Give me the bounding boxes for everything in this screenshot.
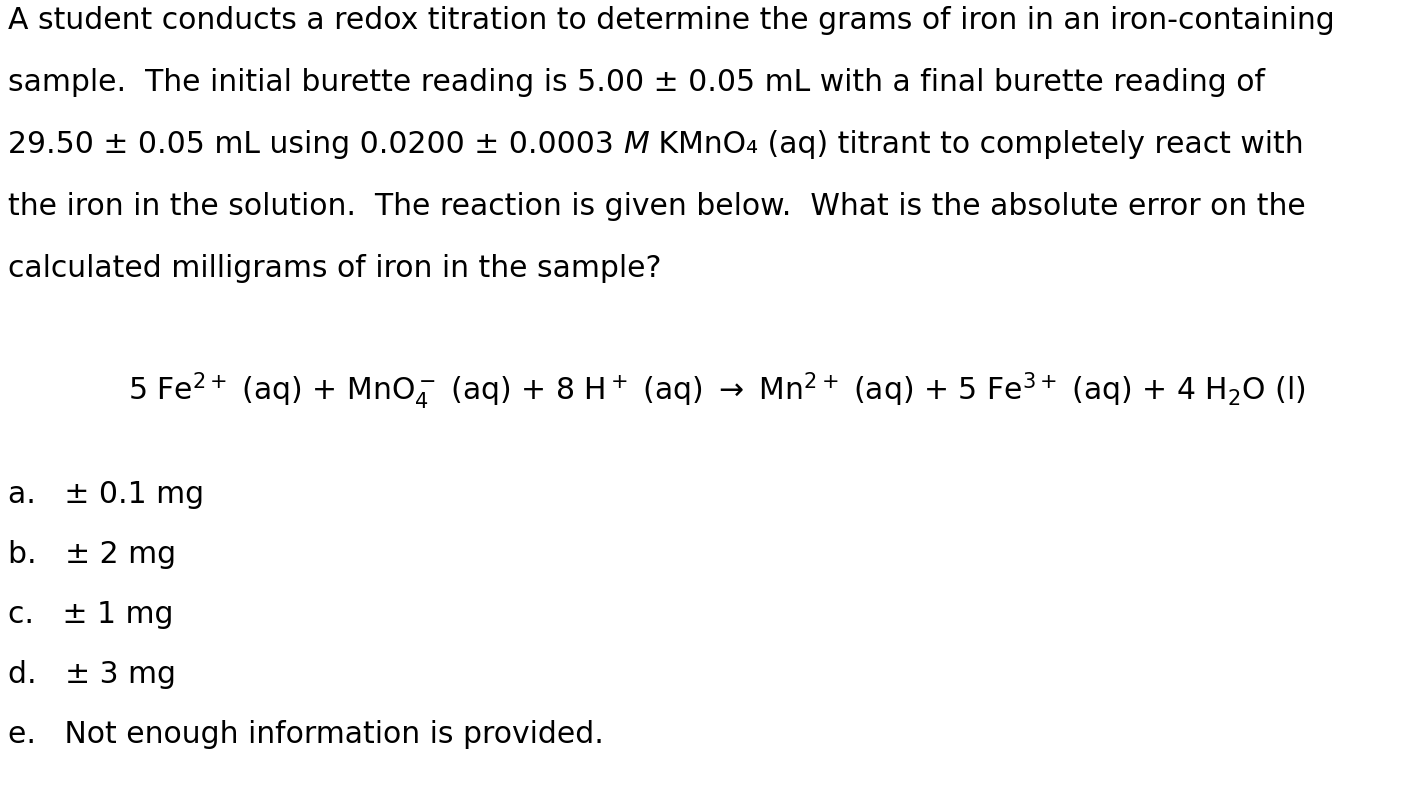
- Text: a.   ± 0.1 mg: a. ± 0.1 mg: [8, 480, 204, 509]
- Text: calculated milligrams of iron in the sample?: calculated milligrams of iron in the sam…: [8, 254, 661, 283]
- Text: 5 Fe$^{2+}$ (aq) + MnO$_4^-$ (aq) + 8 H$^+$ (aq) $\rightarrow$ Mn$^{2+}$ (aq) + : 5 Fe$^{2+}$ (aq) + MnO$_4^-$ (aq) + 8 H$…: [129, 370, 1306, 411]
- Text: b.   ± 2 mg: b. ± 2 mg: [8, 540, 176, 569]
- Text: d.   ± 3 mg: d. ± 3 mg: [8, 660, 176, 689]
- Text: e.   Not enough information is provided.: e. Not enough information is provided.: [8, 720, 603, 749]
- Text: A student conducts a redox titration to determine the grams of iron in an iron-c: A student conducts a redox titration to …: [8, 6, 1335, 35]
- Text: 29.50 ± 0.05 mL using 0.0200 ± 0.0003: 29.50 ± 0.05 mL using 0.0200 ± 0.0003: [8, 130, 623, 159]
- Text: c.   ± 1 mg: c. ± 1 mg: [8, 600, 174, 629]
- Text: KMnO₄ (aq) titrant to completely react with: KMnO₄ (aq) titrant to completely react w…: [649, 130, 1304, 159]
- Text: M: M: [623, 130, 649, 159]
- Text: the iron in the solution.  The reaction is given below.  What is the absolute er: the iron in the solution. The reaction i…: [8, 192, 1306, 221]
- Text: sample.  The initial burette reading is 5.00 ± 0.05 mL with a final burette read: sample. The initial burette reading is 5…: [8, 68, 1264, 97]
